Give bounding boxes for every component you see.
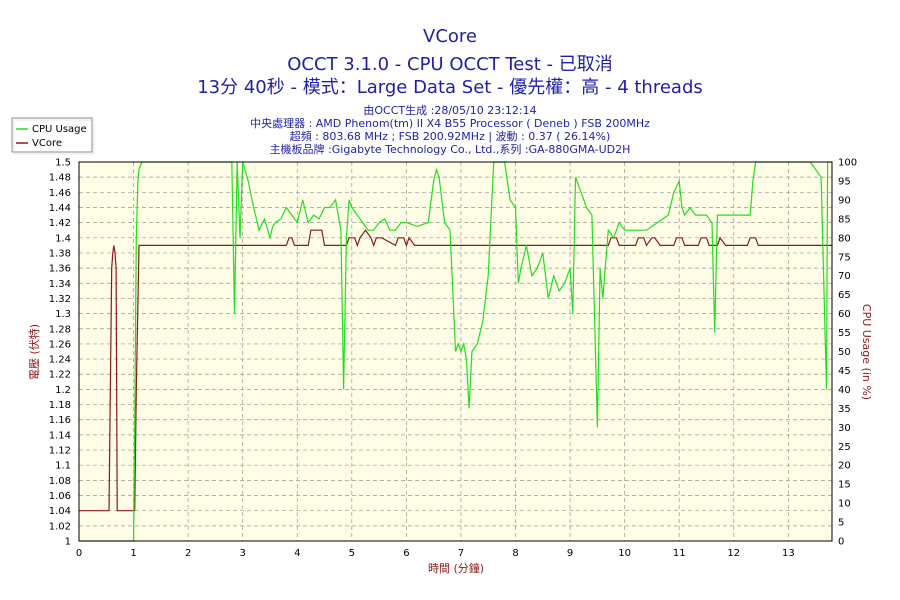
info-line-overclock: 超頻 : 803.68 MHz ; FSB 200.92MHz | 波動 : 0… bbox=[289, 130, 611, 143]
grid-lines bbox=[79, 162, 832, 541]
plot-border bbox=[78, 161, 833, 542]
y-left-tick-label: 1.48 bbox=[49, 173, 71, 184]
y-right-tick-label: 35 bbox=[838, 404, 851, 415]
x-tick-label: 3 bbox=[240, 548, 246, 559]
x-tick-label: 0 bbox=[76, 548, 82, 559]
info-line-motherboard: 主機板品牌 :Gigabyte Technology Co., Ltd.,系列 … bbox=[269, 143, 631, 156]
y-left-tick-label: 1.5 bbox=[55, 158, 71, 169]
y-left-tick-label: 1.14 bbox=[49, 430, 71, 441]
y-left-tick-label: 1.22 bbox=[49, 370, 71, 381]
y-left-tick-label: 1.28 bbox=[49, 324, 71, 335]
x-tick-label: 8 bbox=[512, 548, 518, 559]
y-left-tick-label: 1.36 bbox=[49, 264, 71, 275]
y-right-tick-label: 70 bbox=[838, 271, 851, 282]
y-right-tick-label: 25 bbox=[838, 442, 851, 453]
y-left-tick-label: 1.44 bbox=[49, 203, 71, 214]
x-axis-ticks: 0 1 2 3 4 5 6 7 8 9 10 11 12 13 bbox=[76, 548, 795, 559]
y-left-tick-label: 1.24 bbox=[49, 355, 71, 366]
right-axis-ticks: 0 5 10 15 20 25 30 35 40 45 50 55 60 65 70 75 80 85 90 95 10… bbox=[838, 158, 857, 548]
y-right-tick-label: 90 bbox=[838, 195, 851, 206]
y-right-tick-label: 10 bbox=[838, 499, 851, 510]
x-tick-label: 1 bbox=[130, 548, 136, 559]
info-line-cpu: 中央處理器 : AMD Phenom(tm) II X4 B55 Process… bbox=[250, 117, 650, 130]
y-right-tick-label: 55 bbox=[838, 328, 851, 339]
x-tick-label: 2 bbox=[185, 548, 191, 559]
y-left-tick-label: 1 bbox=[65, 537, 71, 548]
y-left-tick-label: 1.32 bbox=[49, 294, 71, 305]
x-axis-label: 時間 (分鐘) bbox=[428, 561, 484, 575]
y-left-tick-label: 1.46 bbox=[49, 188, 71, 199]
y-left-tick-label: 1.34 bbox=[49, 279, 71, 290]
x-tick-label: 12 bbox=[727, 548, 740, 559]
legend: CPU Usage VCore bbox=[11, 117, 95, 155]
y-right-tick-label: 60 bbox=[838, 309, 851, 320]
y-right-tick-label: 40 bbox=[838, 385, 851, 396]
legend-label-cpu-usage: CPU Usage bbox=[32, 124, 87, 135]
info-line-generated: 由OCCT生成 :28/05/10 23:12:14 bbox=[363, 104, 537, 117]
y-right-tick-label: 80 bbox=[838, 233, 851, 244]
y-left-tick-label: 1.3 bbox=[55, 309, 71, 320]
series-cpu-usage-line bbox=[79, 161, 832, 542]
y-left-tick-label: 1.38 bbox=[49, 248, 71, 259]
y-right-tick-label: 100 bbox=[838, 158, 857, 169]
y-right-tick-label: 85 bbox=[838, 214, 851, 225]
y-left-tick-label: 1.1 bbox=[55, 461, 71, 472]
y-right-tick-label: 65 bbox=[838, 290, 851, 301]
y-right-tick-label: 30 bbox=[838, 423, 851, 434]
left-axis-ticks: 1 1.02 1.04 1.06 1.08 1.1 1.12 1.14 1.16 1.18 1.2 1… bbox=[49, 158, 71, 548]
y-left-tick-label: 1.42 bbox=[49, 218, 71, 229]
chart-subtitle-2: 13分 40秒 - 模式：Large Data Set - 優先權：高 - 4 … bbox=[197, 77, 703, 98]
y-right-tick-label: 75 bbox=[838, 252, 851, 263]
y-right-tick-label: 20 bbox=[838, 461, 851, 472]
y-axis-right-label: CPU Usage (in %) bbox=[860, 304, 873, 400]
x-tick-label: 9 bbox=[567, 548, 573, 559]
y-left-tick-label: 1.12 bbox=[49, 446, 71, 457]
y-right-tick-label: 50 bbox=[838, 347, 851, 358]
x-tick-label: 7 bbox=[458, 548, 464, 559]
x-tick-label: 5 bbox=[349, 548, 355, 559]
y-axis-left-label: 電壓 (伏特) bbox=[27, 324, 41, 380]
x-tick-label: 10 bbox=[618, 548, 631, 559]
x-tick-label: 11 bbox=[673, 548, 686, 559]
y-right-tick-label: 45 bbox=[838, 366, 851, 377]
y-right-tick-label: 0 bbox=[838, 537, 844, 548]
y-left-tick-label: 1.02 bbox=[49, 521, 71, 532]
y-left-tick-label: 1.06 bbox=[49, 491, 71, 502]
y-right-tick-label: 95 bbox=[838, 176, 851, 187]
y-left-tick-label: 1.4 bbox=[55, 233, 71, 244]
y-right-tick-label: 5 bbox=[838, 518, 844, 529]
y-left-tick-label: 1.2 bbox=[55, 385, 71, 396]
chart-title: VCore bbox=[423, 26, 477, 47]
y-left-tick-label: 1.16 bbox=[49, 415, 71, 426]
y-left-tick-label: 1.08 bbox=[49, 476, 71, 487]
y-left-tick-label: 1.04 bbox=[49, 506, 71, 517]
legend-label-vcore: VCore bbox=[32, 138, 62, 149]
x-tick-label: 4 bbox=[294, 548, 300, 559]
y-left-tick-label: 1.18 bbox=[49, 400, 71, 411]
x-tick-label: 13 bbox=[782, 548, 795, 559]
y-right-tick-label: 15 bbox=[838, 480, 851, 491]
y-left-tick-label: 1.26 bbox=[49, 339, 71, 350]
series-vcore-line bbox=[79, 229, 832, 512]
chart-subtitle: OCCT 3.1.0 - CPU OCCT Test - 已取消 bbox=[287, 54, 613, 75]
x-tick-label: 6 bbox=[403, 548, 409, 559]
